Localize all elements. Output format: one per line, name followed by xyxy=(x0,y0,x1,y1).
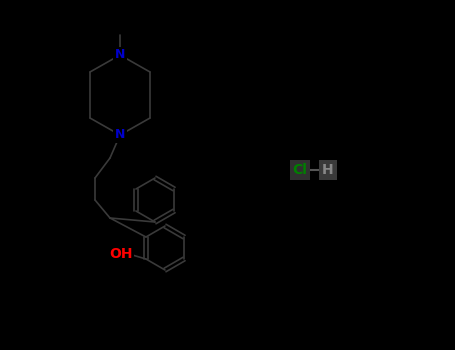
Text: N: N xyxy=(115,128,125,141)
Text: OH: OH xyxy=(109,247,133,261)
Text: H: H xyxy=(322,163,334,177)
Text: Cl: Cl xyxy=(293,163,308,177)
Text: N: N xyxy=(115,49,125,62)
